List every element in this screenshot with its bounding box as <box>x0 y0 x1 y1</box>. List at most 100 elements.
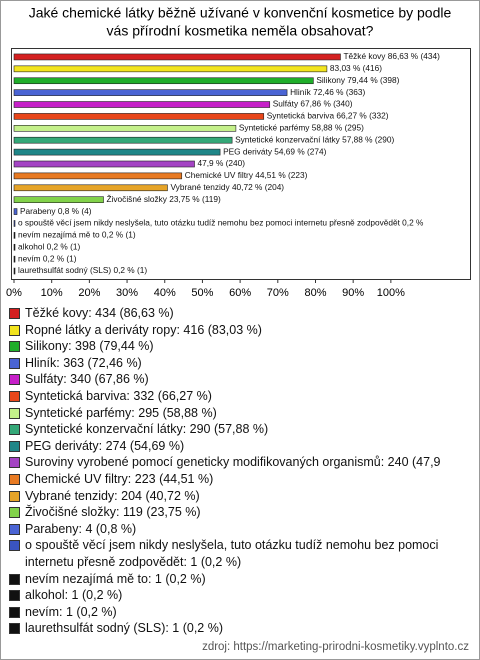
legend-item: o spouště věcí jsem nikdy neslyšela, tut… <box>7 537 469 570</box>
bar-label: 83,03 % (416) <box>330 63 382 73</box>
legend-label: o spouště věcí jsem nikdy neslyšela, tut… <box>25 538 439 569</box>
legend-swatch <box>9 374 20 386</box>
legend-item: Syntetické parfémy: 295 (58,88 %) <box>7 405 469 422</box>
legend-swatch <box>9 623 20 635</box>
legend: Těžké kovy: 434 (86,63 %) Ropné látky a d… <box>7 305 469 637</box>
x-tick-label: 60% <box>229 287 251 299</box>
legend-item: laurethsulfát sodný (SLS): 1 (0,2 %) <box>7 620 469 637</box>
legend-item: nevím: 1 (0,2 %) <box>7 604 469 621</box>
legend-item: PEG deriváty: 274 (54,69 %) <box>7 438 469 455</box>
bar-label: Parabeny 0,8 % (4) <box>20 206 92 216</box>
legend-item: Vybrané tenzidy: 204 (40,72 %) <box>7 488 469 505</box>
bar <box>13 160 195 168</box>
bar <box>13 125 237 132</box>
x-tick-label: 80% <box>304 287 326 299</box>
legend-swatch <box>9 424 20 436</box>
x-tick-label: 40% <box>154 287 176 299</box>
bar-label: Hliník 72,46 % (363) <box>290 87 365 97</box>
legend-label: Syntetická barviva: 332 (66,27 %) <box>25 388 212 403</box>
legend-item: Ropné látky a deriváty ropy: 416 (83,03 … <box>7 322 469 339</box>
legend-swatch <box>9 440 20 452</box>
bar <box>13 184 168 192</box>
bar-label: Silikony 79,44 % (398) <box>316 75 399 85</box>
legend-label: Vybrané tenzidy: 204 (40,72 %) <box>25 488 200 503</box>
legend-swatch <box>9 357 20 369</box>
bar <box>13 77 314 85</box>
bar <box>13 65 328 73</box>
legend-label: Syntetické konzervační látky: 290 (57,88… <box>25 422 269 437</box>
bar <box>13 232 16 239</box>
bar-label: Vybrané tenzidy 40,72 % (204) <box>170 182 284 192</box>
legend-label: Suroviny vyrobené pomocí geneticky modif… <box>25 455 441 470</box>
legend-swatch <box>9 308 20 319</box>
legend-label: Těžké kovy: 434 (86,63 %) <box>25 306 174 320</box>
legend-swatch <box>9 407 20 419</box>
x-tick-label: 70% <box>267 287 289 299</box>
legend-label: Ropné látky a deriváty ropy: 416 (83,03 … <box>25 322 262 337</box>
x-tick-label: 100% <box>377 287 405 299</box>
legend-label: Syntetické parfémy: 295 (58,88 %) <box>25 405 217 420</box>
bar <box>13 53 341 61</box>
x-tick-label: 10% <box>41 287 63 299</box>
legend-label: Parabeny: 4 (0,8 %) <box>25 521 137 536</box>
x-tick-label: 50% <box>191 287 213 299</box>
bar-label: Syntetická barviva 66,27 % (332) <box>267 111 389 121</box>
legend-swatch <box>9 606 20 618</box>
legend-swatch <box>9 341 20 353</box>
legend-swatch <box>9 473 20 485</box>
bar <box>13 101 271 108</box>
legend-label: nevím nezajímá mě to: 1 (0,2 %) <box>25 571 206 586</box>
bar-label: nevím nezajímá mě to 0,2 % (1) <box>18 230 136 240</box>
bar <box>13 267 16 275</box>
bar-label: 47,9 % (240) <box>198 158 246 168</box>
plot-area: Těžké kovy 86,63 % (434) 83,03 % (416) Sil… <box>13 51 440 275</box>
source: zdroj: https://marketing-prirodni-kosmet… <box>202 641 469 653</box>
x-tick-label: 30% <box>116 287 138 299</box>
legend-swatch <box>9 540 20 552</box>
bar <box>13 243 16 251</box>
x-tick-label: 20% <box>78 287 100 299</box>
bar <box>13 255 16 263</box>
bar <box>13 196 104 203</box>
bar-label: laurethsulfát sodný (SLS) 0,2 % (1) <box>18 265 147 275</box>
bar <box>13 136 233 144</box>
bar-label: Chemické UV filtry 44,51 % (223) <box>185 170 308 180</box>
legend-label: PEG deriváty: 274 (54,69 %) <box>25 438 185 453</box>
bar-label: Sulfáty 67,86 % (340) <box>273 99 353 109</box>
legend-swatch <box>9 573 20 585</box>
bar <box>13 220 16 227</box>
legend-item: Hliník: 363 (72,46 %) <box>7 355 469 372</box>
legend-label: Silikony: 398 (79,44 %) <box>25 339 154 354</box>
legend-label: nevím: 1 (0,2 %) <box>25 604 117 619</box>
legend-item: Syntetická barviva: 332 (66,27 %) <box>7 388 469 405</box>
bar-label: o spouště věcí jsem nikdy neslyšela, tut… <box>18 218 424 228</box>
bar <box>13 172 183 180</box>
chart-title: vás přírodní kosmetika neměla obsahovat? <box>107 23 374 39</box>
bar <box>13 113 265 120</box>
legend-swatch <box>9 390 20 402</box>
chart-title: Jaké chemické látky běžně užívané v konv… <box>29 5 452 21</box>
legend-item: Živočišné složky: 119 (23,75 %) <box>7 504 469 521</box>
legend-item: Silikony: 398 (79,44 %) <box>7 338 469 355</box>
legend-item: Chemické UV filtry: 223 (44,51 %) <box>7 471 469 488</box>
legend-item: alkohol: 1 (0,2 %) <box>7 587 469 604</box>
legend-swatch <box>9 523 20 535</box>
bar <box>13 148 221 156</box>
legend-label: alkohol: 1 (0,2 %) <box>25 588 123 603</box>
legend-item: Těžké kovy: 434 (86,63 %) <box>7 305 469 322</box>
chart: Jaké chemické látky běžně užívané v konv… <box>6 5 471 299</box>
bar-label: Syntetické konzervační látky 57,88 % (29… <box>235 134 394 144</box>
bar-label: Těžké kovy 86,63 % (434) <box>343 51 440 61</box>
legend-label: Chemické UV filtry: 223 (44,51 %) <box>25 471 214 486</box>
legend-item: Parabeny: 4 (0,8 %) <box>7 521 469 538</box>
legend-item: Syntetické konzervační látky: 290 (57,88… <box>7 421 469 438</box>
x-tick-label: 90% <box>342 287 364 299</box>
bar-label: alkohol 0,2 % (1) <box>18 241 80 251</box>
legend-label: Sulfáty: 340 (67,86 %) <box>25 372 149 387</box>
bar-label: PEG deriváty 54,69 % (274) <box>223 146 327 156</box>
legend-swatch <box>9 507 20 519</box>
bar-label: Syntetické parfémy 58,88 % (295) <box>239 123 364 133</box>
legend-item: Suroviny vyrobené pomocí geneticky modif… <box>7 454 469 471</box>
bar-label: nevím 0,2 % (1) <box>18 253 77 263</box>
